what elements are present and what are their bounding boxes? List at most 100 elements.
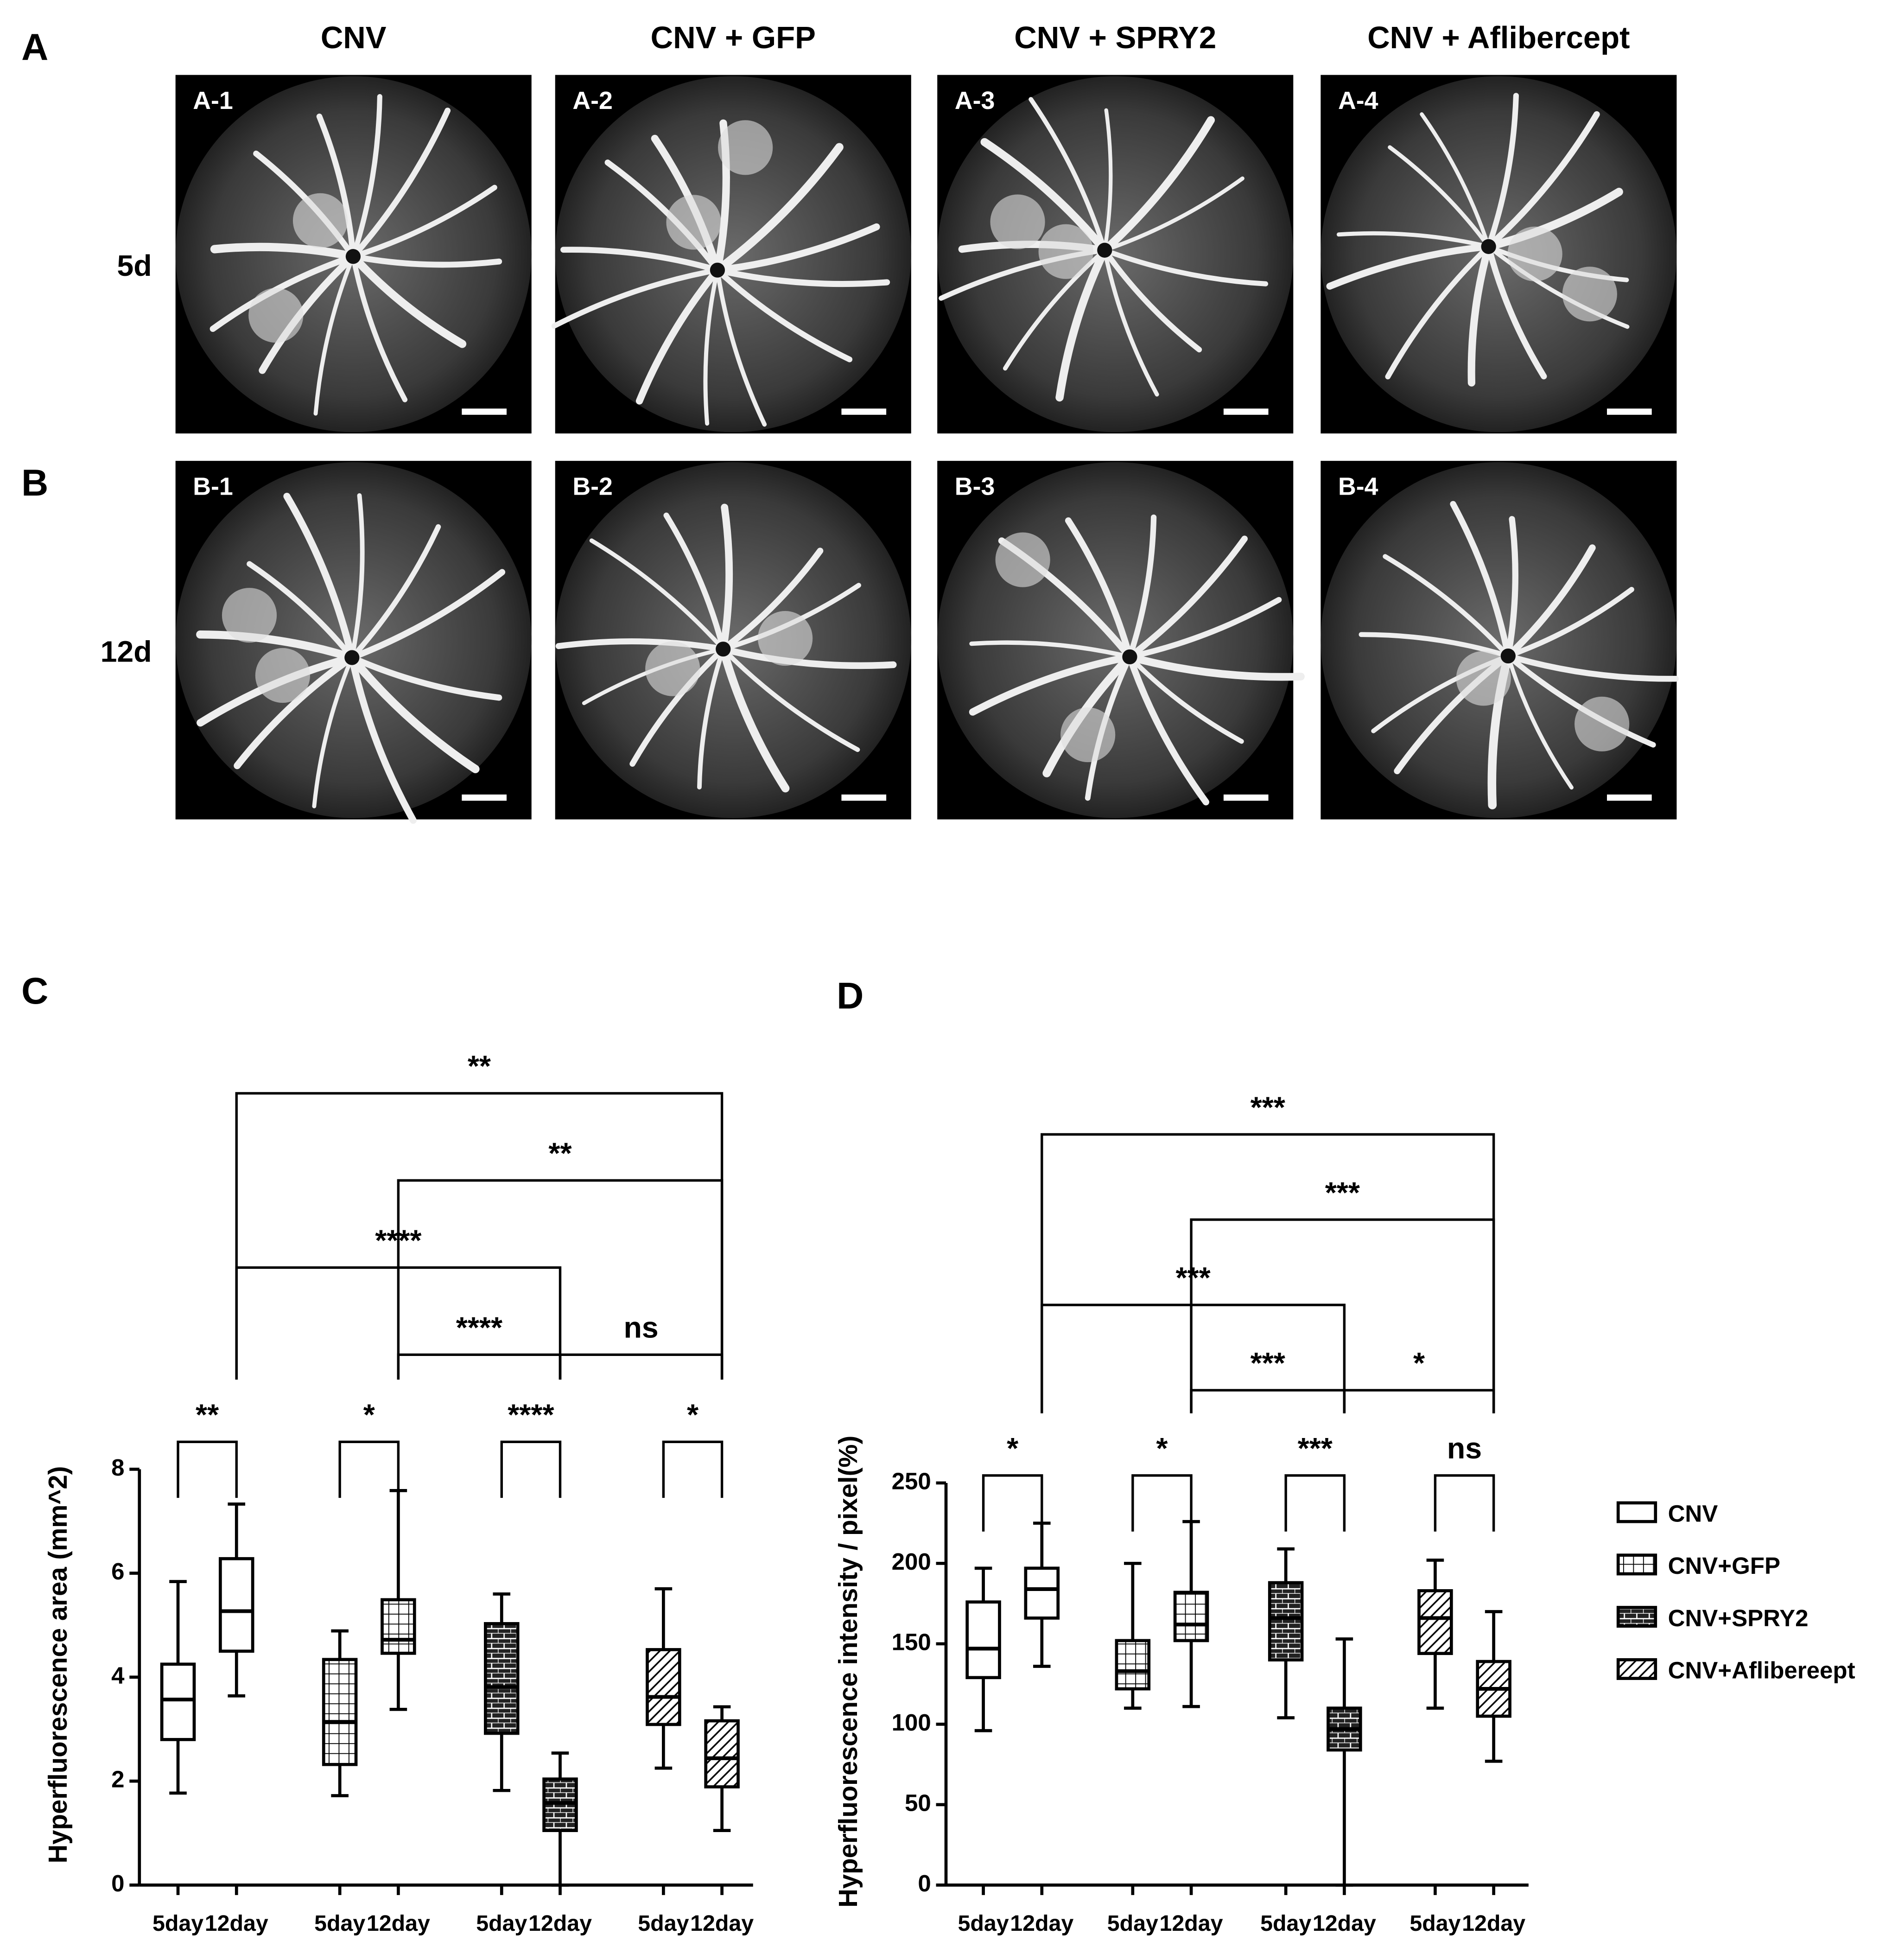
y-tick-label: 0: [111, 1870, 124, 1896]
y-axis-label: Hyperfluorescence area (mm^2): [43, 1466, 72, 1864]
vessel: [349, 524, 441, 661]
vessel: [349, 569, 506, 661]
vessel: [349, 252, 467, 348]
vessel: [1102, 247, 1202, 353]
vessel: [348, 654, 417, 824]
sig-label: *: [1156, 1432, 1168, 1465]
optic-disc: [344, 650, 360, 665]
box: [483, 1622, 520, 1735]
scale-bar: [841, 794, 887, 801]
vessel: [1485, 111, 1600, 250]
vessel: [1336, 231, 1491, 249]
legend-label: CNV+SPRY2: [1668, 1605, 1809, 1631]
image-label: A-3: [955, 87, 995, 115]
x-tick-label: 12day: [528, 1911, 592, 1936]
sig-label: **: [196, 1398, 219, 1432]
sig-label: ***: [1298, 1432, 1333, 1465]
vessel: [1029, 97, 1107, 253]
vessel: [210, 253, 356, 332]
panel-letter: D: [837, 975, 863, 1017]
box: [1268, 1581, 1304, 1661]
vessel: [560, 247, 721, 274]
vessel: [1127, 654, 1244, 744]
sig-label: ns: [1447, 1432, 1482, 1465]
box: [1173, 1591, 1209, 1642]
vessel: [697, 647, 726, 789]
vessel: [719, 503, 733, 653]
sig-label: ***: [1251, 1346, 1286, 1380]
vessel: [349, 654, 502, 701]
panel-letter: C: [21, 970, 48, 1012]
lesion: [255, 648, 310, 703]
y-axis-label: Hyperfluorescence intensity / pixel(%): [833, 1436, 863, 1908]
vessel: [1388, 145, 1491, 249]
column-title: CNV: [321, 20, 387, 55]
row-label: 12d: [101, 635, 152, 668]
lesion: [1575, 696, 1630, 751]
sig-bracket: [1041, 1304, 1346, 1413]
vessel: [1506, 654, 1574, 790]
vessel: [635, 266, 721, 405]
lesion: [1507, 226, 1562, 281]
y-tick-label: 100: [892, 1709, 931, 1736]
x-tick-label: 12day: [205, 1911, 268, 1936]
vessel: [1505, 653, 1679, 682]
sig-label: **: [548, 1137, 572, 1170]
vessel: [1126, 535, 1248, 660]
box: [322, 1658, 358, 1766]
sig-bracket: [982, 1474, 1043, 1532]
vessel: [1486, 243, 1547, 380]
y-tick-label: 2: [111, 1766, 124, 1793]
scale-bar: [1607, 794, 1652, 801]
sig-label: *: [363, 1398, 375, 1432]
optic-disc: [1097, 242, 1112, 258]
lesion: [292, 193, 348, 248]
fundus-image: A-1: [175, 75, 532, 434]
x-tick-label: 12day: [1160, 1911, 1223, 1936]
sig-bracket: [1041, 1133, 1495, 1413]
lesion: [222, 588, 277, 643]
sig-bracket: [559, 1353, 724, 1380]
vessel: [721, 647, 860, 752]
fundus-image: A-4: [1321, 75, 1677, 434]
fundus-field: [1321, 462, 1677, 818]
vessel: [1100, 116, 1215, 255]
vessel: [1127, 597, 1282, 660]
box: [381, 1598, 416, 1655]
vessel: [234, 654, 356, 770]
vessel: [313, 254, 356, 416]
row-label: 5d: [117, 249, 152, 282]
vessel: [1055, 246, 1109, 402]
vessel: [1486, 93, 1519, 249]
panel-letter: B: [21, 462, 48, 504]
scale-bar: [1223, 794, 1269, 801]
sig-label: ***: [1251, 1090, 1286, 1124]
vessel: [312, 655, 354, 808]
vessel: [713, 143, 844, 274]
x-tick-label: 5day: [1260, 1911, 1311, 1936]
sig-label: *: [687, 1398, 699, 1432]
sig-bracket: [177, 1440, 238, 1498]
x-tick-label: 5day: [476, 1911, 527, 1936]
vessel: [551, 267, 720, 329]
legend-label: CNV: [1668, 1500, 1718, 1527]
y-tick-label: 8: [111, 1454, 124, 1481]
vessel: [196, 630, 356, 662]
y-tick-label: 150: [892, 1629, 931, 1655]
optic-disc: [1481, 239, 1496, 255]
image-label: B-4: [1338, 472, 1378, 500]
image-label: B-1: [193, 472, 233, 500]
optic-disc: [345, 249, 361, 264]
vessel: [719, 645, 790, 793]
vessel: [350, 108, 451, 260]
vessel: [350, 185, 497, 260]
legend-swatch: [1616, 1501, 1657, 1523]
vessel: [1326, 243, 1492, 290]
y-tick-label: 6: [111, 1558, 124, 1585]
vessel: [629, 646, 726, 767]
x-tick-label: 5day: [152, 1911, 203, 1936]
lesion: [666, 195, 721, 250]
vessel: [555, 638, 726, 652]
legend-swatch: [1616, 1606, 1657, 1628]
lesion: [645, 641, 700, 696]
